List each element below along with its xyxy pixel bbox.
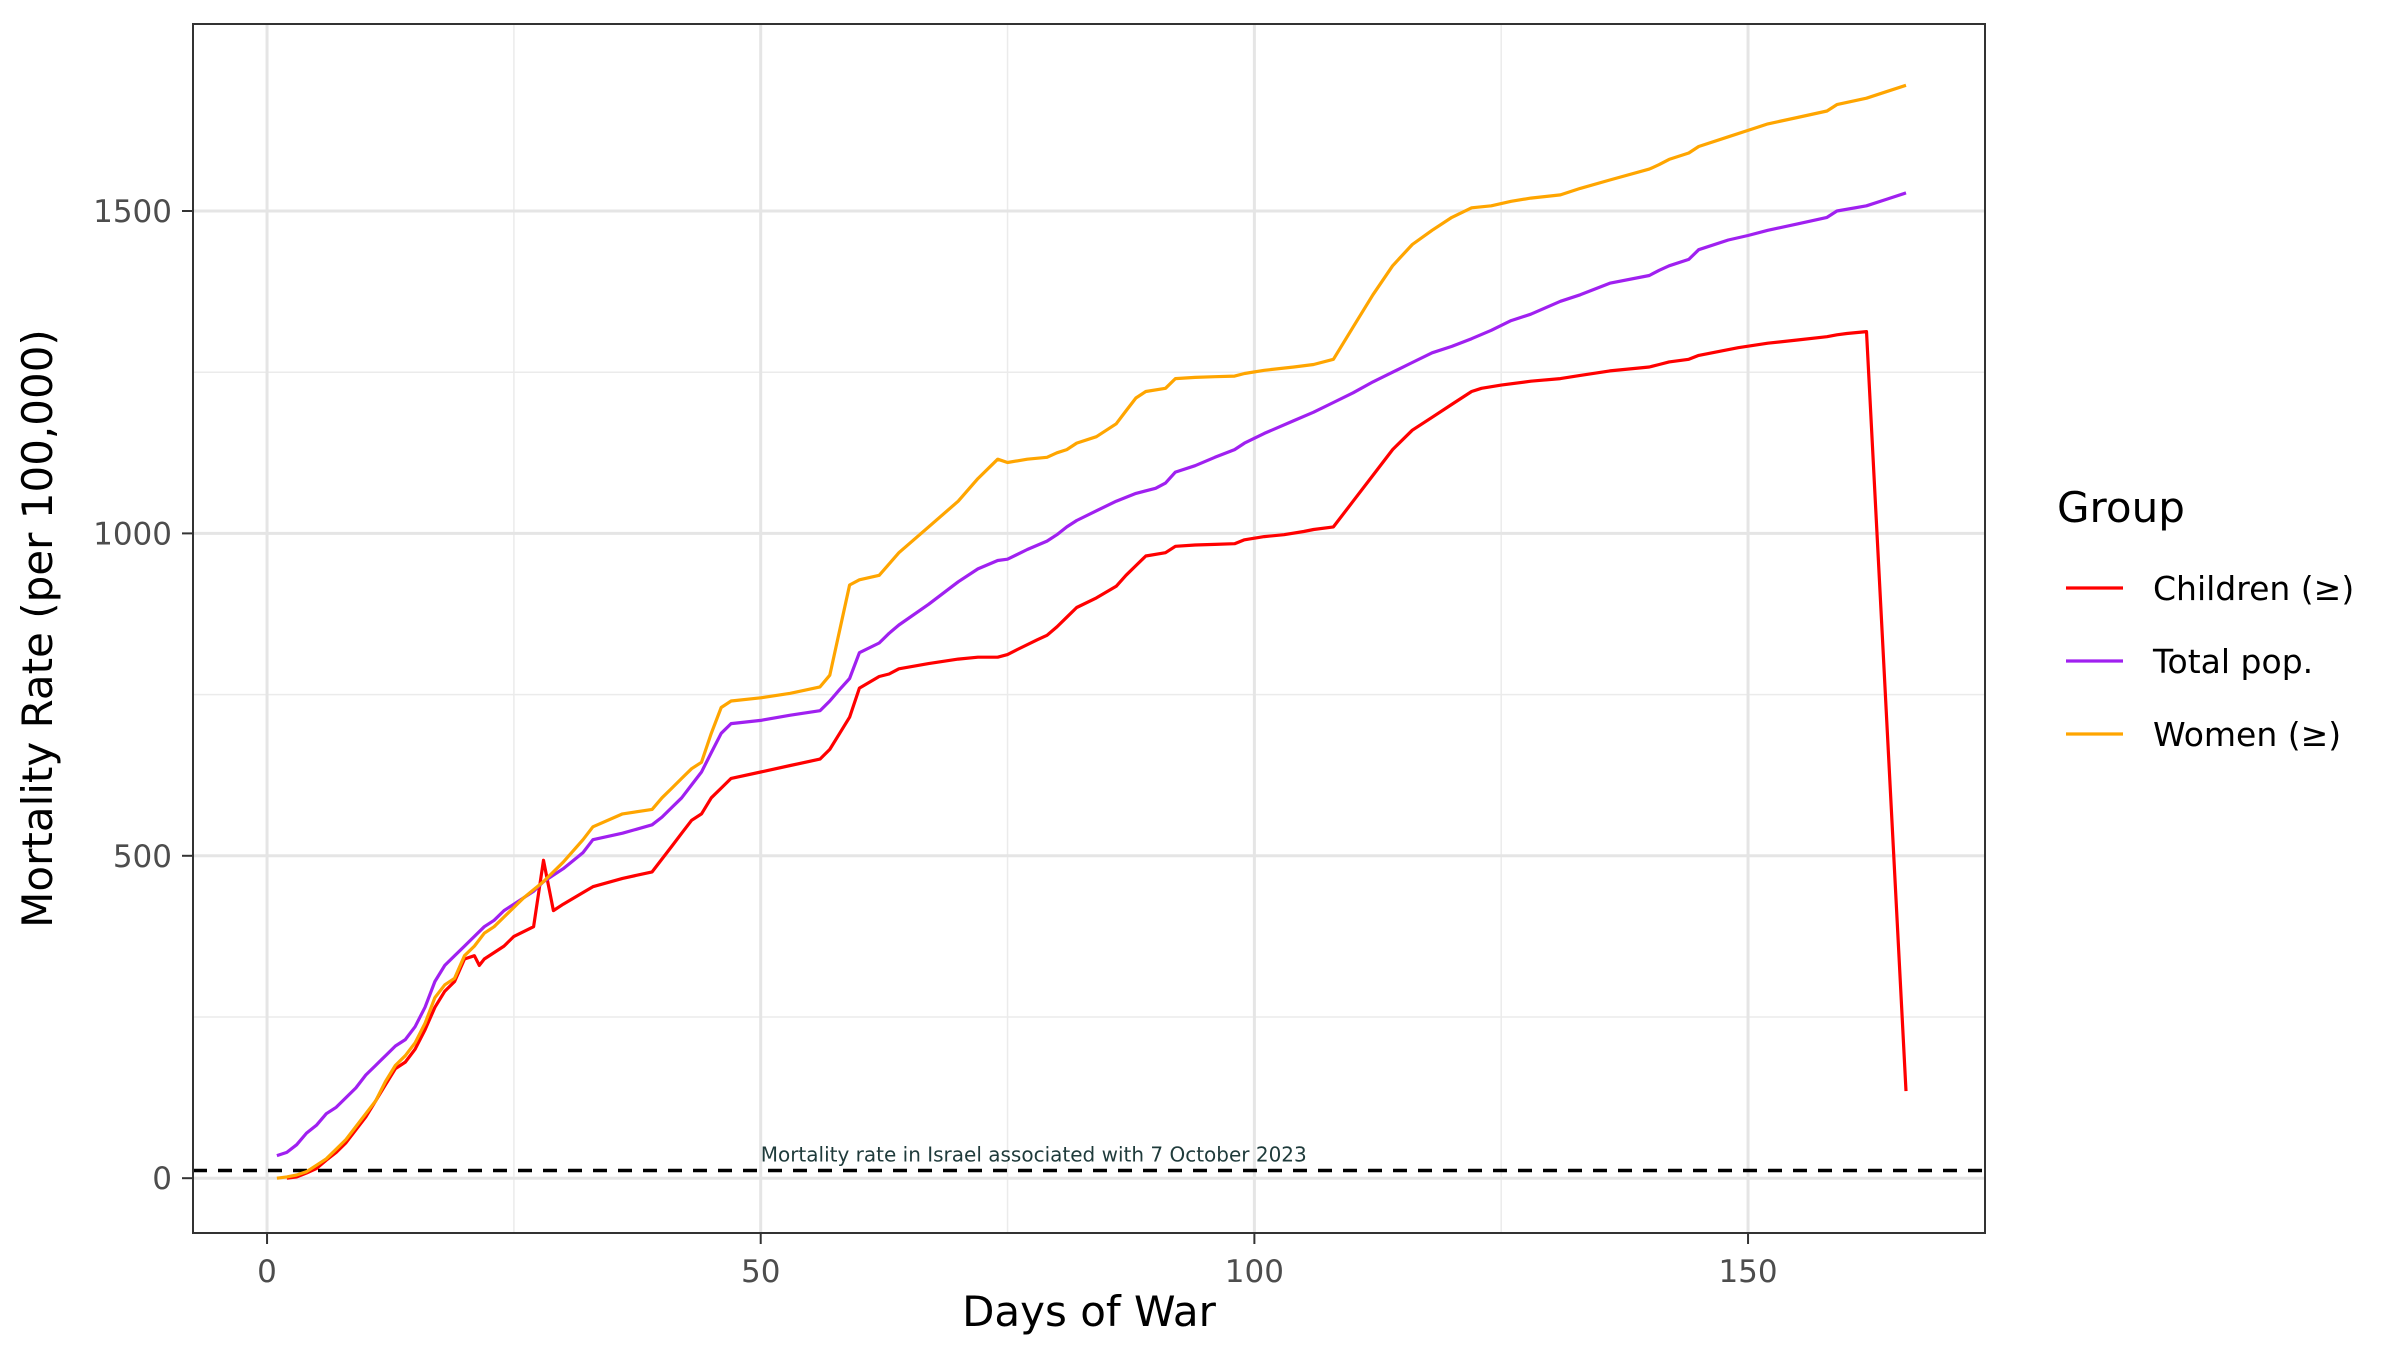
y-axis-title: Mortality Rate (per 100,000) xyxy=(13,329,62,928)
legend: Group Children (≥) Total pop. Women (≥) xyxy=(2057,483,2354,754)
reference-line-label: Mortality rate in Israel associated with… xyxy=(761,1142,1307,1166)
y-tick-label: 1000 xyxy=(93,516,172,552)
series-line-1 xyxy=(276,191,1907,1158)
x-tick-label: 0 xyxy=(257,1254,277,1290)
series-line-0 xyxy=(286,330,1908,1180)
y-tick-labels: 0 500 1000 1500 xyxy=(93,194,172,1197)
minor-gridlines xyxy=(193,24,1985,1233)
plot-panel-border xyxy=(192,23,1986,1234)
y-tick-label: 0 xyxy=(152,1161,172,1197)
x-tick-label: 100 xyxy=(1225,1254,1284,1290)
legend-label-1: Total pop. xyxy=(2152,642,2313,681)
legend-label-2: Women (≥) xyxy=(2153,715,2341,754)
x-axis-title: Days of War xyxy=(962,1287,1217,1336)
legend-label-0: Children (≥) xyxy=(2153,569,2354,608)
reference-line-layer: Mortality rate in Israel associated with… xyxy=(193,1142,1985,1173)
y-tick-label: 1500 xyxy=(93,194,172,230)
axis-ticks xyxy=(182,209,1750,1244)
y-tick-label: 500 xyxy=(113,839,172,875)
legend-title: Group xyxy=(2057,483,2185,532)
series-line-2 xyxy=(276,83,1907,1180)
x-tick-label: 150 xyxy=(1718,1254,1777,1290)
x-tick-labels: 0 50 100 150 xyxy=(257,1254,1777,1290)
major-gridlines xyxy=(193,24,1985,1233)
x-tick-label: 50 xyxy=(741,1254,780,1290)
series-layer xyxy=(276,83,1908,1180)
